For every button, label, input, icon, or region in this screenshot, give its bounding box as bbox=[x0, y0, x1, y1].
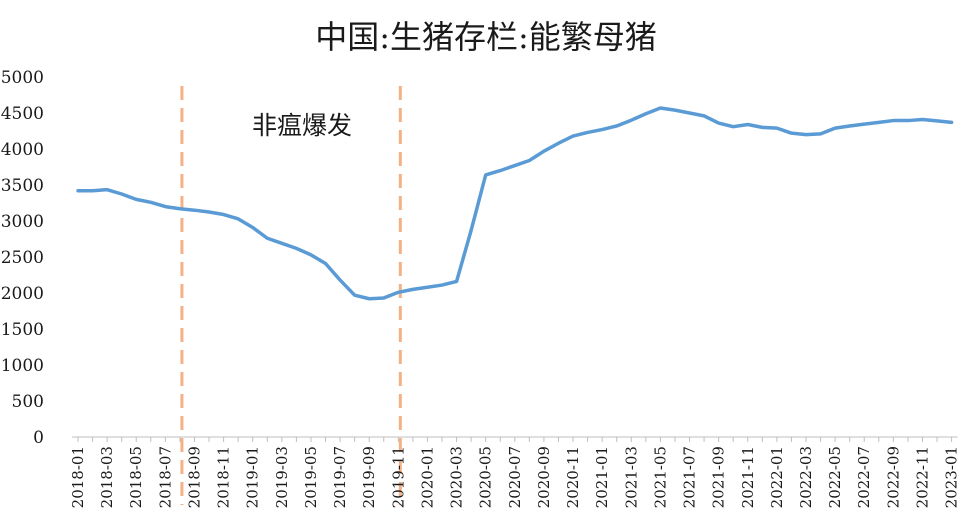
x-tick-label: 2023-01 bbox=[943, 446, 961, 508]
y-tick-label: 5000 bbox=[1, 68, 44, 88]
x-tick-label: 2018-11 bbox=[215, 446, 233, 508]
x-tick-label: 2020-11 bbox=[564, 446, 582, 508]
chart-title: 中国:生猪存栏:能繁母猪 bbox=[315, 18, 657, 56]
x-tick-label: 2019-01 bbox=[244, 446, 262, 508]
x-tick-label: 2021-03 bbox=[622, 446, 640, 508]
y-tick-label: 500 bbox=[12, 392, 44, 412]
x-tick-label: 2021-11 bbox=[739, 446, 757, 508]
y-tick-label: 4000 bbox=[1, 140, 44, 160]
x-tick-label: 2019-11 bbox=[389, 446, 407, 508]
y-tick-label: 0 bbox=[33, 428, 44, 448]
x-tick-label: 2018-09 bbox=[185, 446, 203, 508]
x-tick-label: 2020-01 bbox=[418, 446, 436, 508]
x-tick-label: 2019-07 bbox=[331, 446, 349, 508]
x-tick-label: 2020-09 bbox=[535, 446, 553, 508]
y-tick-label: 1000 bbox=[1, 356, 44, 376]
y-tick-label: 2500 bbox=[1, 248, 44, 268]
x-tick-label: 2022-05 bbox=[826, 446, 844, 508]
x-tick-label: 2021-01 bbox=[593, 446, 611, 508]
x-tick-label: 2020-07 bbox=[506, 446, 524, 508]
x-tick-label: 2018-07 bbox=[156, 446, 174, 508]
x-tick-label: 2022-07 bbox=[855, 446, 873, 508]
y-tick-label: 3000 bbox=[1, 212, 44, 232]
outbreak-annotation: 非瘟爆发 bbox=[252, 111, 352, 140]
y-tick-label: 4500 bbox=[1, 104, 44, 124]
x-tick-label: 2022-03 bbox=[797, 446, 815, 508]
x-tick-label: 2019-03 bbox=[273, 446, 291, 508]
series-line bbox=[76, 106, 954, 301]
x-tick-label: 2021-05 bbox=[651, 446, 669, 508]
y-tick-label: 1500 bbox=[1, 320, 44, 340]
y-tick-label: 2000 bbox=[1, 284, 44, 304]
x-tick-label: 2020-05 bbox=[477, 446, 495, 508]
x-tick-label: 2021-09 bbox=[710, 446, 728, 508]
x-tick-label: 2021-07 bbox=[681, 446, 699, 508]
x-tick-label: 2018-01 bbox=[69, 446, 87, 508]
x-tick-label: 2018-03 bbox=[98, 446, 116, 508]
x-tick-label: 2020-03 bbox=[448, 446, 466, 508]
x-tick-labels: 2018-01 2018-03 2018-05 2018-07 2018-09 2018-… bbox=[69, 446, 961, 508]
x-tick-label: 2022-09 bbox=[884, 446, 902, 508]
event-markers bbox=[180, 86, 402, 505]
x-tick-label: 2019-09 bbox=[360, 446, 378, 508]
y-tick-label: 3500 bbox=[1, 176, 44, 196]
x-tick-label: 2019-05 bbox=[302, 446, 320, 508]
series bbox=[76, 106, 954, 301]
x-axis bbox=[72, 436, 958, 442]
y-axis: 0 500 1000 1500 2000 2500 3000 3500 4000 4500 5000 bbox=[1, 68, 44, 448]
x-tick-label: 2022-01 bbox=[768, 446, 786, 508]
x-tick-label: 2022-11 bbox=[913, 446, 931, 508]
x-tick-label: 2018-05 bbox=[127, 446, 145, 508]
